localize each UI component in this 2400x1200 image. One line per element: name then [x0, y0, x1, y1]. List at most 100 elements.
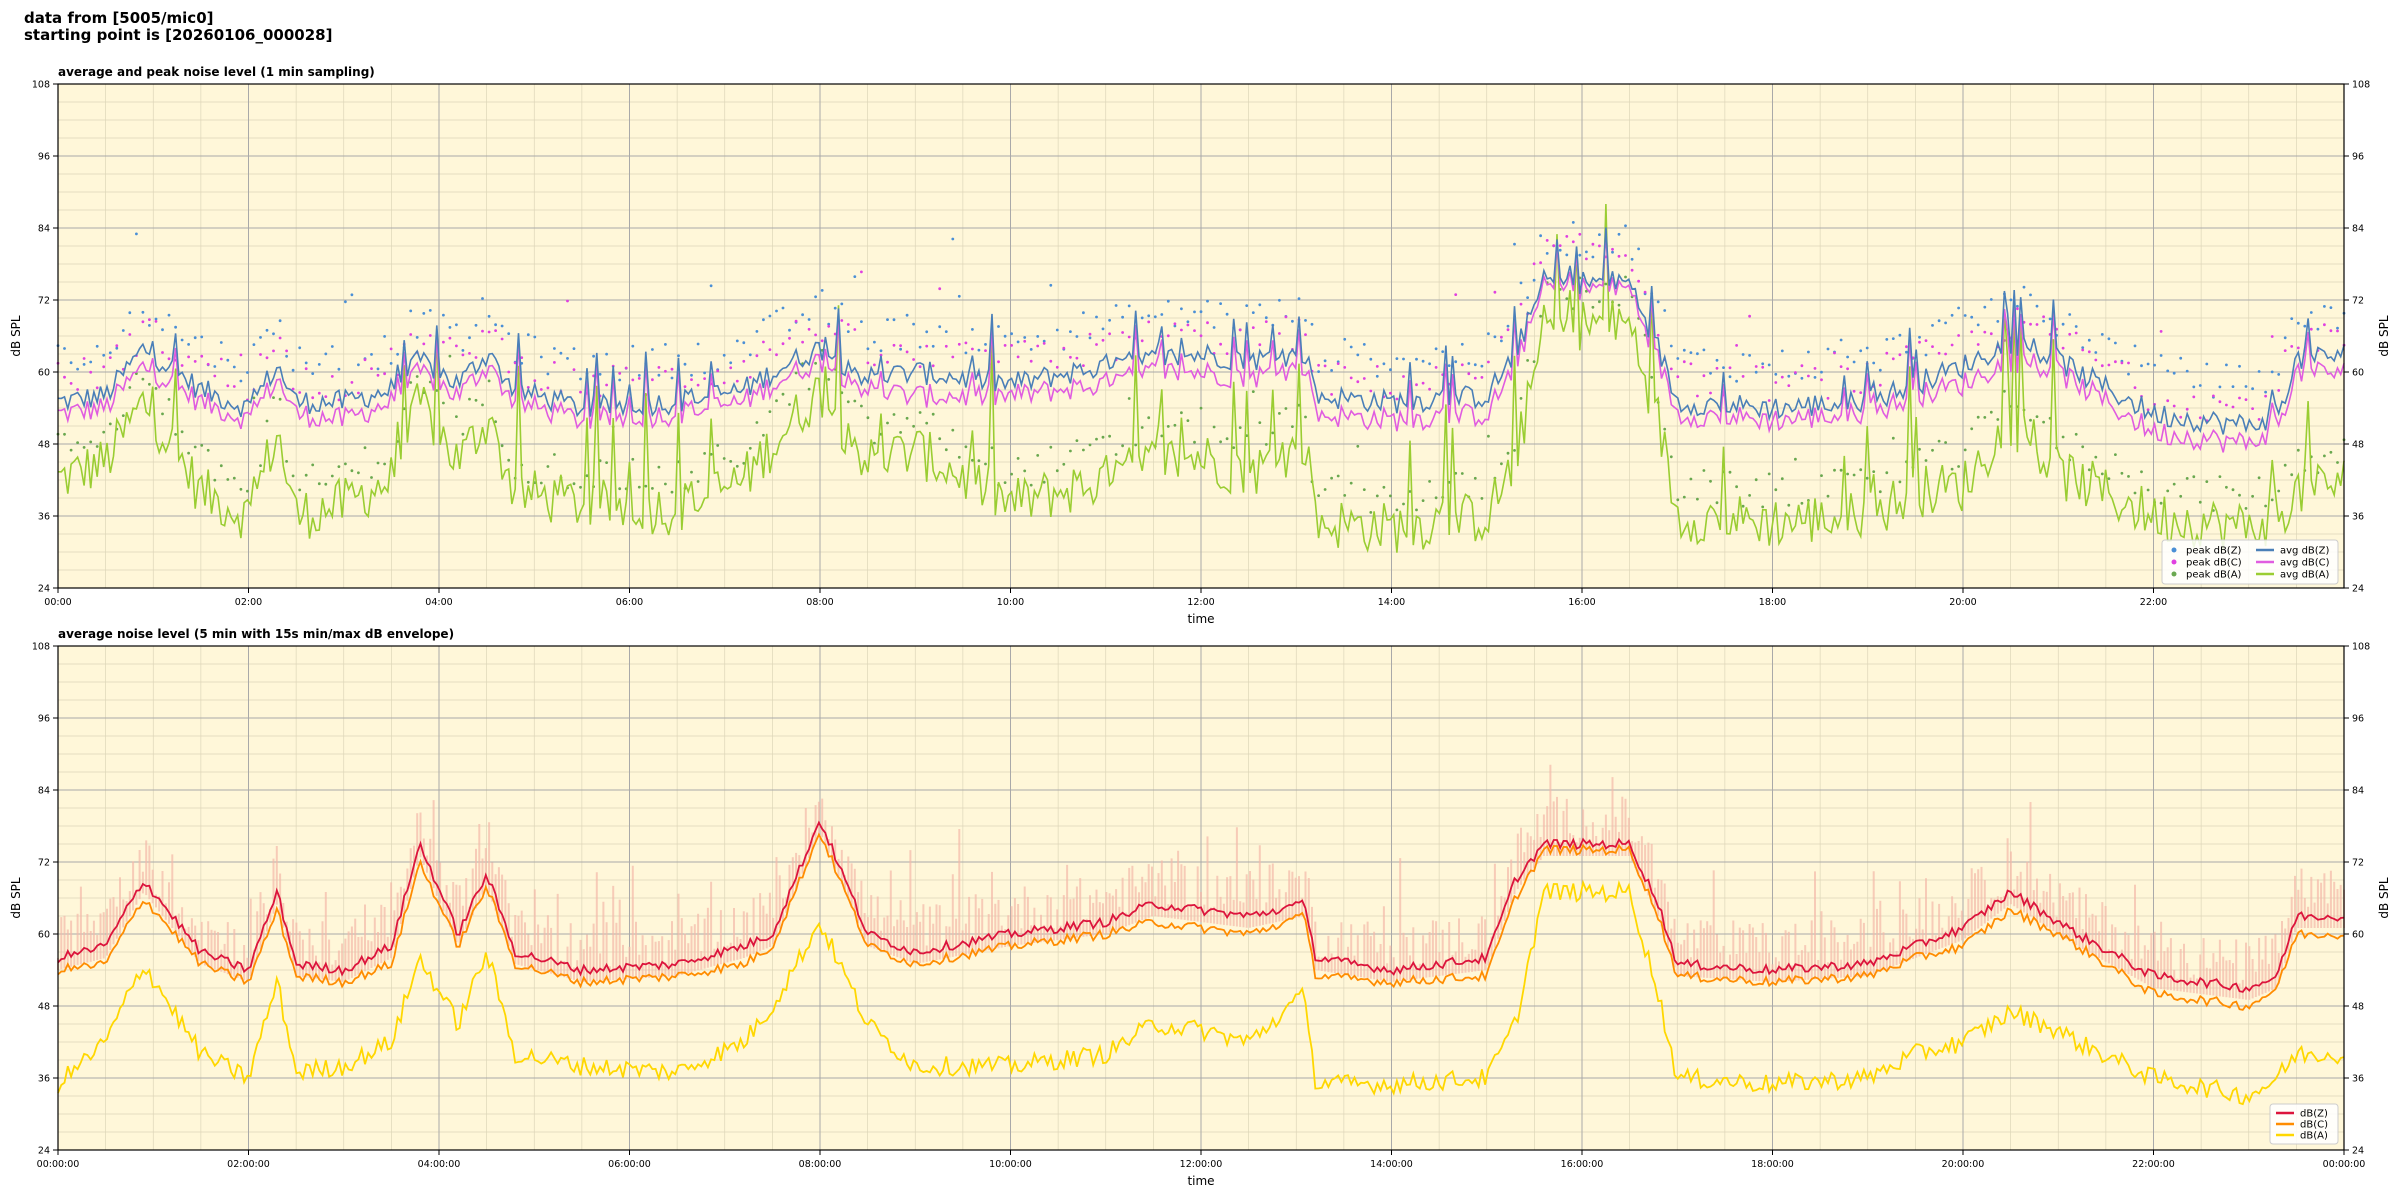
peak-point	[559, 351, 563, 355]
peak-point	[239, 379, 243, 383]
peak-point	[272, 332, 275, 336]
peak-point	[1284, 315, 1288, 319]
peak-point	[1937, 439, 1941, 443]
peak-point	[507, 458, 511, 462]
peak-point	[572, 482, 576, 486]
peak-point	[304, 361, 308, 365]
peak-point	[1375, 494, 1379, 498]
peak-point	[1578, 253, 1582, 257]
peak-point	[1787, 384, 1791, 387]
peak-point	[1787, 374, 1791, 378]
peak-point	[2185, 477, 2189, 480]
peak-point	[200, 354, 204, 358]
peak-point	[1598, 244, 1601, 248]
peak-point	[1937, 351, 1941, 355]
peak-point	[1493, 335, 1497, 339]
peak-point	[579, 485, 582, 489]
peak-point	[1709, 479, 1712, 483]
peak-point	[389, 362, 393, 365]
peak-point	[2100, 472, 2104, 476]
peak-point	[167, 313, 171, 317]
x-ticks-bottom: 00:00:00 02:00:00 04:00:00 06:00:00 08:00:00…	[37, 1150, 2365, 1170]
peak-point	[1382, 362, 1386, 366]
peak-point	[415, 375, 419, 378]
avg-line-avgdbz	[57, 227, 2345, 435]
peak-point	[997, 360, 1000, 364]
peak-point	[1839, 468, 1843, 472]
peak-point	[2166, 489, 2170, 493]
peak-point	[1702, 469, 1706, 472]
peak-point	[2120, 471, 2124, 475]
y-tick-label: 60	[38, 368, 50, 379]
peak-point	[768, 314, 772, 318]
peak-point	[572, 347, 576, 350]
peak-point	[180, 364, 184, 367]
peak-point	[1624, 275, 1627, 279]
peak-point	[1264, 320, 1268, 323]
peak-point	[1349, 345, 1353, 349]
peak-point	[905, 416, 909, 420]
peak-point	[1506, 324, 1510, 328]
peak-point	[69, 448, 73, 452]
peak-point	[1317, 363, 1320, 367]
peak-point	[141, 310, 145, 314]
peak-point	[775, 399, 778, 403]
peak-point	[1075, 335, 1079, 338]
peak-point	[1924, 353, 1928, 357]
peak-point	[2198, 384, 2202, 387]
peak-point	[546, 372, 550, 376]
peak-point	[637, 485, 641, 489]
peak-point	[1565, 297, 1569, 300]
peak-point	[1813, 367, 1817, 370]
peak-point	[1598, 233, 1601, 237]
peak-point	[905, 313, 909, 317]
x-tick-label: 22:00:00	[2132, 1159, 2175, 1170]
peak-point	[1049, 283, 1053, 287]
peak-point	[918, 411, 922, 414]
peak-point	[1297, 297, 1301, 300]
peak-point	[1545, 252, 1549, 255]
peak-point	[415, 336, 419, 339]
peak-point	[259, 464, 262, 467]
peak-point	[219, 464, 223, 468]
peak-point	[448, 354, 452, 358]
peak-point	[206, 448, 210, 452]
y-tick-label: 36	[2352, 1074, 2364, 1085]
peak-point	[605, 383, 608, 387]
peak-point	[63, 375, 66, 379]
peak-point	[951, 237, 955, 241]
peak-point	[768, 348, 772, 351]
peak-point	[1807, 374, 1810, 378]
peak-point	[2146, 362, 2150, 366]
peak-point	[1865, 476, 1869, 480]
peak-point	[2251, 407, 2255, 410]
peak-point	[2029, 322, 2032, 326]
peak-point	[1918, 340, 1921, 344]
peak-point	[2270, 335, 2274, 338]
peak-point	[428, 334, 432, 337]
peak-point	[1669, 455, 1673, 459]
x-tick-label: 10:00:00	[989, 1159, 1032, 1170]
peak-point	[1199, 334, 1203, 338]
peak-point	[115, 344, 119, 348]
peak-point	[696, 342, 700, 346]
peak-point	[1186, 320, 1190, 324]
peak-point	[174, 325, 178, 329]
peak-point	[964, 341, 968, 345]
peak-point	[422, 342, 426, 346]
peak-point	[1147, 314, 1151, 318]
peak-point	[311, 372, 315, 375]
peak-point	[1284, 407, 1288, 410]
peak-point	[468, 397, 471, 401]
peak-point	[76, 388, 79, 391]
peak-point	[1598, 300, 1601, 304]
peak-point	[1362, 488, 1366, 491]
peak-point	[546, 465, 550, 468]
peak-point	[742, 461, 746, 465]
peak-point	[232, 476, 236, 480]
legend-marker	[2171, 571, 2177, 577]
peak-point	[1787, 503, 1791, 507]
legend-label: avg dB(A)	[2280, 570, 2330, 581]
peak-point	[252, 343, 256, 346]
x-tick-label: 12:00:00	[1180, 1159, 1223, 1170]
